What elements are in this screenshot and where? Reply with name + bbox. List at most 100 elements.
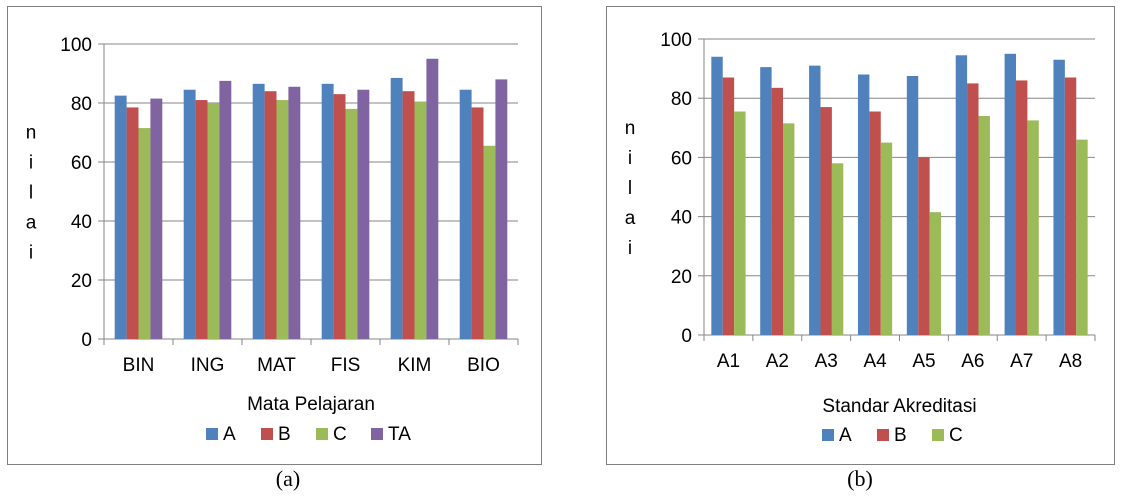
chart-a-ytick-label: 40 [71, 212, 92, 233]
chart-b-bar-a-a1 [711, 56, 723, 335]
chart-b-xtick-label: A7 [1010, 351, 1033, 372]
chart-b-bar-c-a7 [1027, 120, 1039, 336]
chart-b-legend-label-c: C [949, 425, 963, 446]
chart-a-bar-c-fis [345, 108, 358, 340]
chart-a-bar-c-bin [138, 128, 151, 339]
chart-a-legend-label-b: B [278, 424, 291, 445]
chart-b-frame: 0 20 40 60 80 100 A1 A2 A3 A4 A5 A6 A7 A8 Standar Akre… [606, 6, 1115, 465]
chart-a-bar-c-ing [207, 103, 220, 339]
chart-b-bar-b-a2 [771, 87, 784, 335]
chart-b-bar-c-a4 [880, 142, 893, 335]
chart-b-xtick-label: A8 [1059, 351, 1082, 372]
chart-b-xtick-label: A5 [912, 351, 935, 372]
chart-a-svg: 0 20 40 60 80 100 BIN ING MAT FIS KIM BIO Mata Pelaj… [26, 35, 519, 445]
chart-b-legend-swatch-c [932, 429, 944, 441]
chart-a-bar-a-ing [183, 89, 196, 339]
chart-a-xtick-label: BIN [123, 355, 155, 376]
chart-b-bar-b-a4 [869, 111, 881, 336]
chart-a-x-axis-label: Mata Pelajaran [247, 394, 375, 415]
chart-a-bar-a-mat [252, 83, 265, 339]
chart-b-bar-b-a8 [1064, 77, 1077, 335]
chart-a-bar-a-kim [390, 77, 403, 340]
chart-b-bar-b-a5 [918, 157, 930, 335]
chart-a-bar-ta-bio [495, 79, 508, 340]
chart-b-bar-b-a3 [820, 107, 832, 335]
chart-b-bar-c-a2 [783, 123, 795, 335]
chart-b-bar-b-a6 [967, 83, 979, 336]
chart-b-bar-a-a2 [760, 67, 772, 335]
chart-a-ytick-label: 0 [81, 330, 92, 351]
chart-b-bar-a-a4 [857, 74, 870, 336]
chart-b-bar-a-a3 [809, 65, 821, 335]
chart-b-legend-label-b: B [894, 425, 907, 446]
chart-a-bar-ta-fis [357, 89, 370, 339]
chart-a-bar-b-bio [471, 107, 484, 339]
chart-a-legend-label-a: A [223, 424, 236, 445]
chart-a-ytick-label: 80 [71, 94, 92, 115]
chart-a-bar-c-mat [276, 100, 289, 339]
chart-b-legend: A B C [822, 425, 963, 446]
chart-b-legend-label-a: A [839, 425, 852, 446]
chart-b-bar-c-a8 [1076, 139, 1088, 335]
chart-b-bar-a-a7 [1004, 53, 1016, 336]
chart-b-bar-c-a1 [734, 111, 746, 336]
chart-a-legend-swatch-b [261, 428, 273, 440]
chart-a-frame: 0 20 40 60 80 100 BIN ING MAT FIS KIM BIO Mata Pelaj… [7, 6, 542, 465]
chart-a-bar-b-ing [195, 100, 208, 339]
chart-a-xtick-label: KIM [398, 355, 432, 376]
chart-b-bar-c-a6 [978, 115, 990, 336]
chart-a-xtick-label: BIO [467, 355, 500, 376]
chart-a-bar-b-mat [264, 91, 277, 339]
chart-b-xtick-label: A3 [815, 351, 838, 372]
chart-a-legend-label-ta: TA [388, 424, 411, 445]
chart-a-bar-c-bio [483, 145, 496, 339]
chart-b-ytick-label: 20 [671, 267, 692, 288]
chart-a-xtick-label: FIS [331, 355, 361, 376]
chart-a-ytick-label: 100 [60, 35, 92, 56]
chart-b-xtick-label: A6 [961, 351, 984, 372]
chart-a-bar-c-kim [414, 101, 427, 340]
chart-a-bar-ta-ing [219, 80, 232, 339]
chart-b-bar-a-a6 [955, 55, 968, 335]
chart-a-legend-swatch-ta [371, 428, 383, 440]
chart-a-bar-a-bin [114, 95, 127, 339]
chart-b-xtick-label: A2 [766, 351, 789, 372]
chart-b-ytick-label: 40 [671, 208, 692, 229]
chart-b-ytick-label: 0 [681, 326, 692, 347]
chart-a-ytick-label: 20 [71, 271, 92, 292]
chart-a-caption: (a) [275, 466, 301, 491]
chart-b-bar-c-a5 [929, 212, 942, 335]
chart-b-svg: 0 20 40 60 80 100 A1 A2 A3 A4 A5 A6 A7 A8 Standar Akre… [625, 30, 1096, 446]
chart-a-xtick-label: ING [191, 355, 225, 376]
chart-b-bar-a-a8 [1053, 59, 1065, 335]
chart-b-xtick-label: A4 [863, 351, 887, 372]
chart-b-ytick-label: 80 [671, 89, 692, 110]
chart-a-xtick-label: MAT [257, 355, 296, 376]
chart-b-legend-swatch-a [822, 429, 834, 441]
chart-b-bar-b-a7 [1015, 80, 1028, 335]
chart-b-ytick-label: 100 [660, 30, 692, 51]
chart-b-bar-b-a1 [722, 77, 735, 335]
chart-b-bar-a-a5 [906, 76, 919, 335]
chart-b-legend-swatch-b [877, 429, 889, 441]
chart-b-x-axis-label: Standar Akreditasi [822, 396, 976, 417]
chart-b-ytick-label: 60 [671, 148, 692, 169]
chart-a-bar-ta-kim [426, 58, 439, 339]
chart-a-ytick-label: 60 [71, 153, 92, 174]
chart-b-xtick-label: A1 [717, 351, 740, 372]
chart-a-legend-swatch-c [316, 428, 328, 440]
chart-b-caption: (b) [847, 466, 873, 491]
chart-a-bar-a-bio [459, 89, 472, 339]
chart-a-legend: A B C TA [206, 424, 411, 445]
chart-a-bar-b-fis [333, 94, 346, 340]
chart-a-bar-b-kim [402, 91, 415, 339]
chart-a-legend-swatch-a [206, 428, 218, 440]
chart-a-bar-ta-bin [150, 98, 163, 339]
chart-a-bar-a-fis [321, 83, 334, 339]
chart-a-bar-b-bin [126, 107, 139, 339]
chart-b-bar-c-a3 [831, 163, 844, 335]
chart-a-legend-label-c: C [333, 424, 347, 445]
chart-a-bar-ta-mat [288, 86, 301, 340]
